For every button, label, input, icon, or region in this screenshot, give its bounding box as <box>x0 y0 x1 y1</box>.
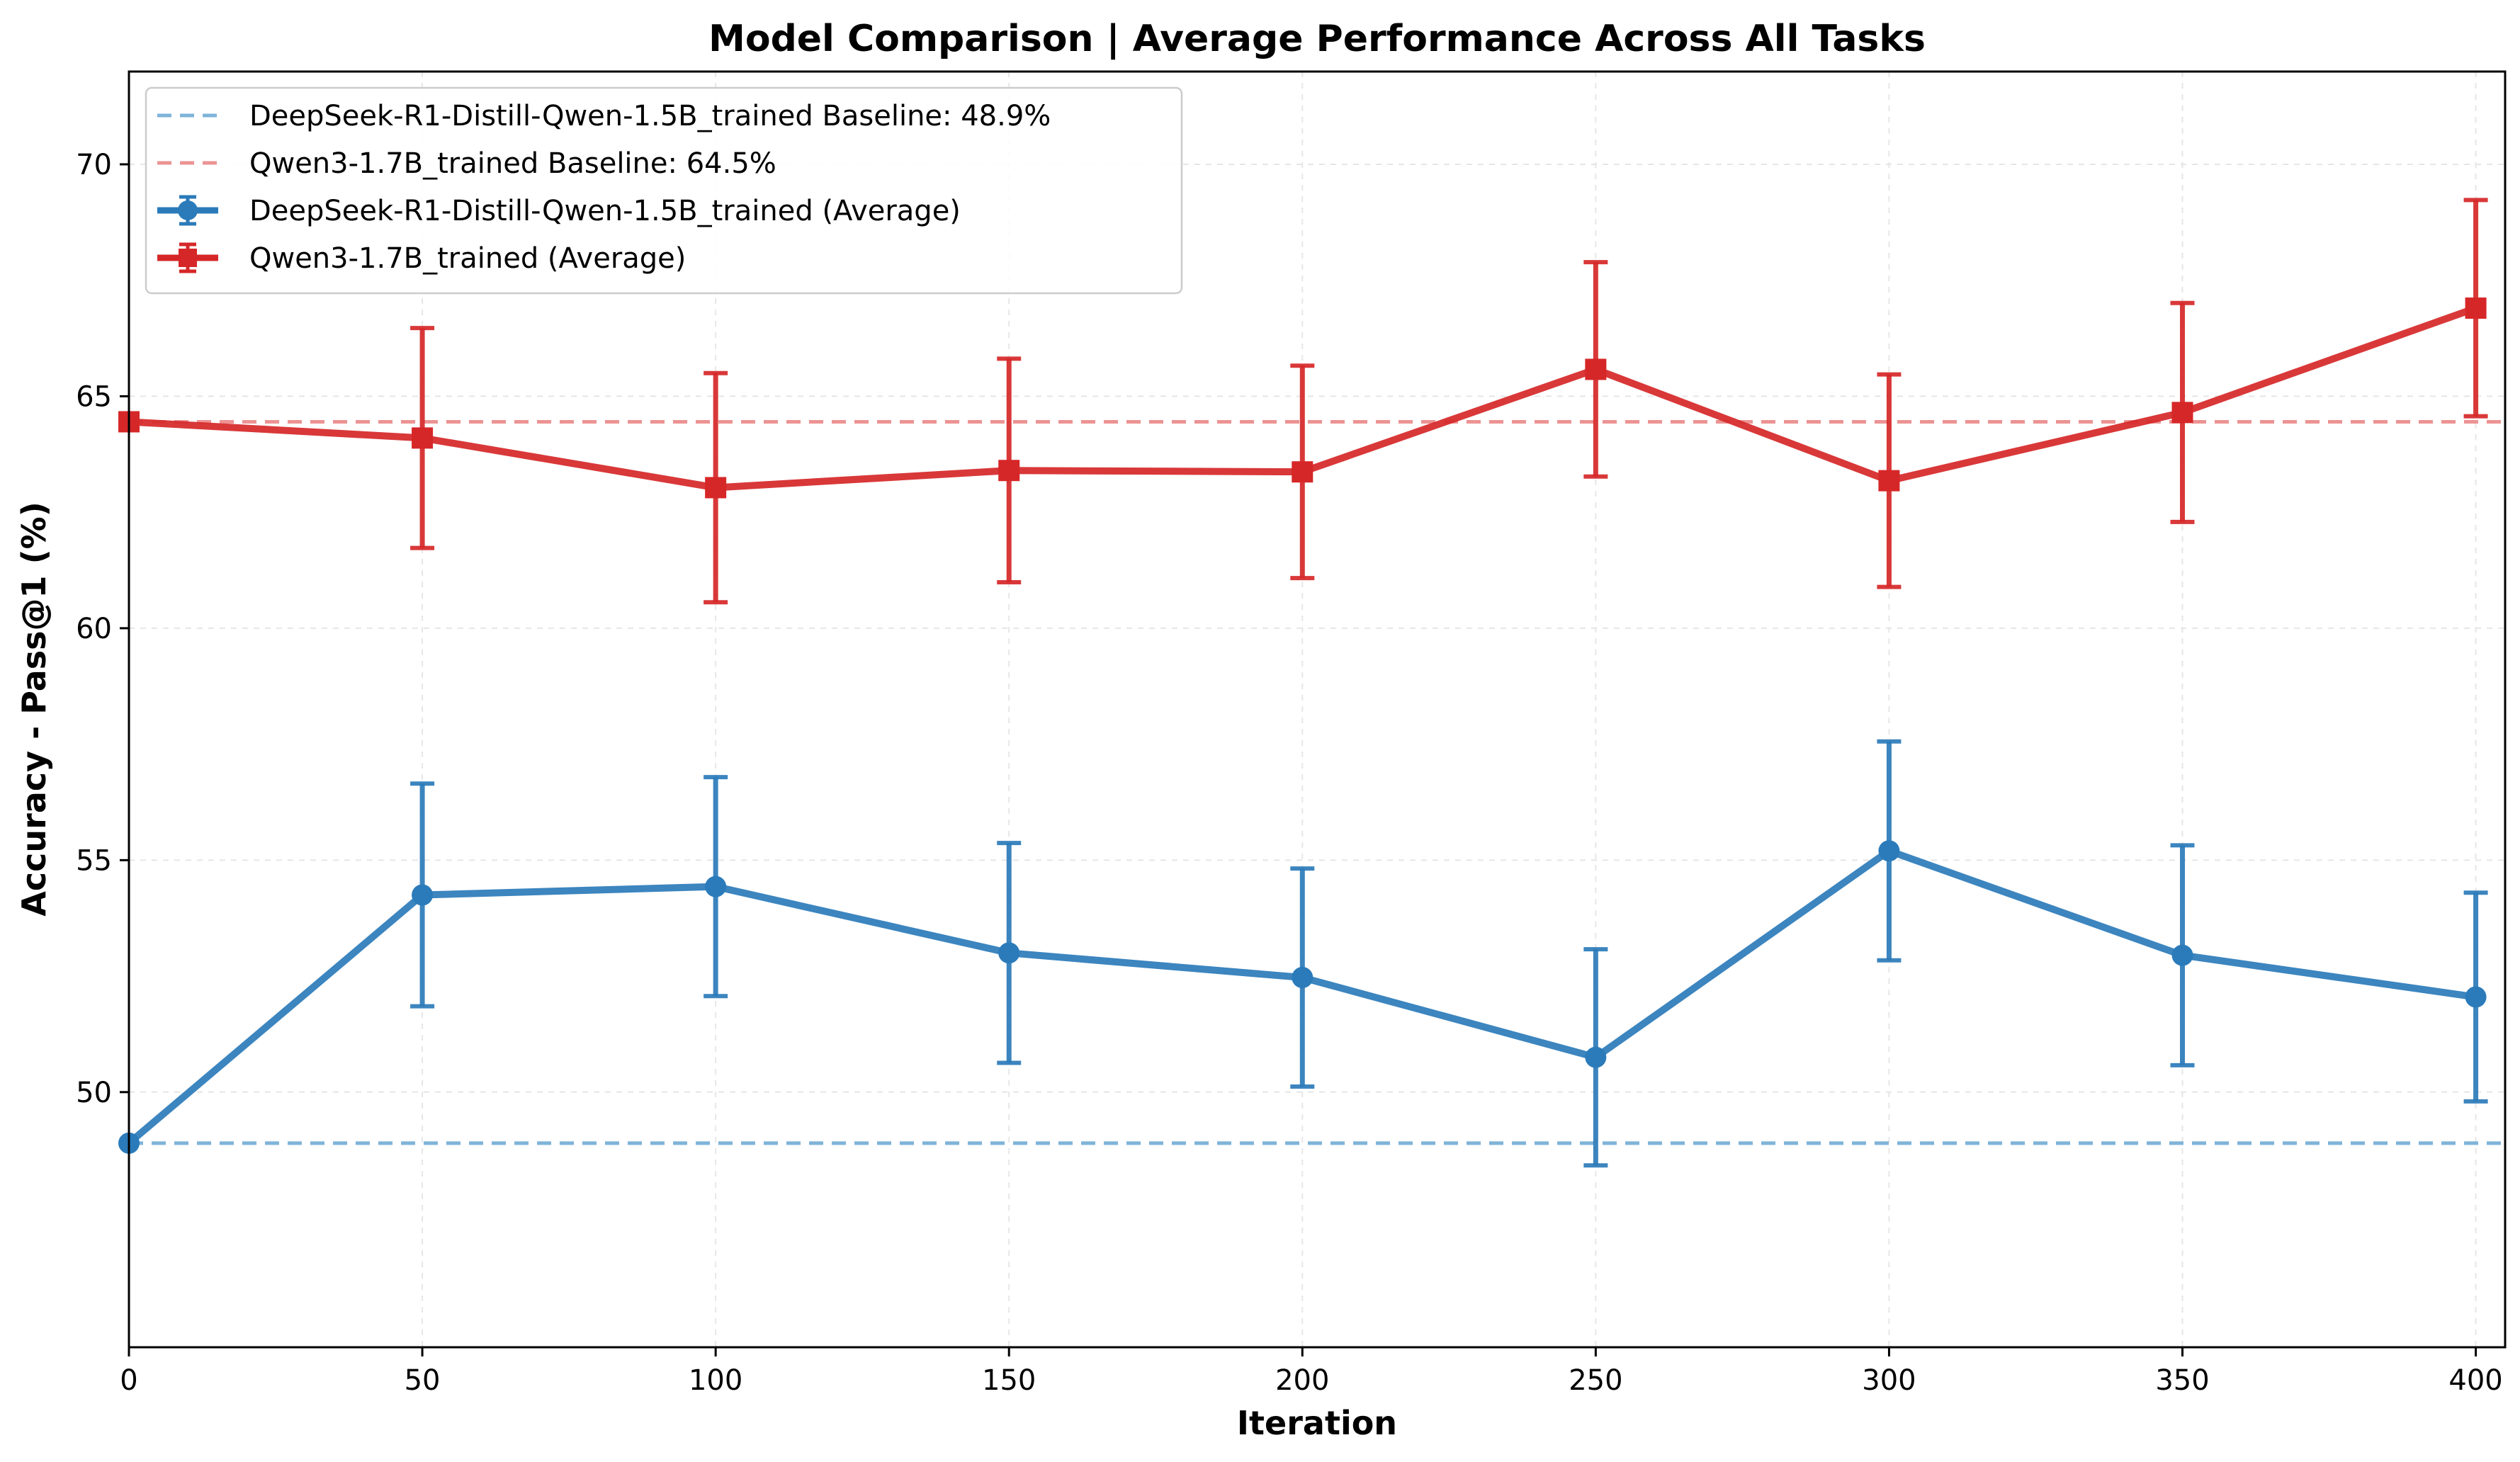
y-axis-label: Accuracy - Pass@1 (%) <box>15 502 53 916</box>
plot-frame <box>128 70 2507 1349</box>
legend-box <box>145 86 1183 295</box>
legend-swatch-qwen-average <box>157 242 218 273</box>
data-point <box>1878 840 1900 862</box>
data-point <box>705 876 727 897</box>
data-point <box>998 942 1020 964</box>
data-point <box>705 477 727 499</box>
legend-label-baseline-qwen: Qwen3-1.7B_trained Baseline: 64.5% <box>249 147 776 180</box>
x-tick-label: 150 <box>982 1364 1036 1397</box>
x-tick-label: 0 <box>120 1364 137 1397</box>
series-0 <box>118 739 2488 1168</box>
data-point <box>412 884 434 906</box>
y-tick-label: 65 <box>76 380 112 413</box>
legend-label-baseline-deepseek: DeepSeek-R1-Distill-Qwen-1.5B_trained Ba… <box>249 100 1051 132</box>
data-point <box>2465 986 2487 1008</box>
x-tick-label: 300 <box>1862 1364 1916 1397</box>
data-point <box>1878 470 1900 492</box>
y-tick-label: 50 <box>76 1077 112 1109</box>
x-tick-label: 250 <box>1569 1364 1622 1397</box>
legend: DeepSeek-R1-Distill-Qwen-1.5B_trained Ba… <box>145 86 1183 295</box>
chart-title: Model Comparison | Average Performance A… <box>708 18 1926 60</box>
x-tick-label: 400 <box>2448 1364 2502 1397</box>
data-point <box>412 427 434 449</box>
data-point <box>2171 402 2193 424</box>
x-axis-label: Iteration <box>1237 1404 1397 1442</box>
data-point <box>2465 298 2487 319</box>
data-point <box>1585 1046 1607 1068</box>
data-point <box>1585 358 1607 380</box>
legend-label-deepseek-average: DeepSeek-R1-Distill-Qwen-1.5B_trained (A… <box>249 195 961 227</box>
legend-swatch-deepseek-average <box>157 195 218 226</box>
x-tick-label: 350 <box>2155 1364 2209 1397</box>
legend-label-qwen-average: Qwen3-1.7B_trained (Average) <box>249 242 686 275</box>
data-point <box>1292 461 1313 483</box>
x-tick-label: 200 <box>1275 1364 1329 1397</box>
data-point <box>998 460 1020 482</box>
y-tick-label: 55 <box>76 844 112 877</box>
x-axis-ticks: 0 50 100 150 200 250 300 350 400 <box>120 1347 2503 1397</box>
x-tick-label: 100 <box>689 1364 742 1397</box>
y-tick-label: 60 <box>76 613 112 645</box>
y-tick-label: 70 <box>76 149 112 181</box>
baseline-lines <box>129 419 2505 1145</box>
data-point <box>1292 967 1313 989</box>
x-tick-label: 50 <box>405 1364 441 1397</box>
data-point <box>2171 944 2193 966</box>
y-axis-ticks: 50 55 60 65 70 <box>76 149 129 1109</box>
